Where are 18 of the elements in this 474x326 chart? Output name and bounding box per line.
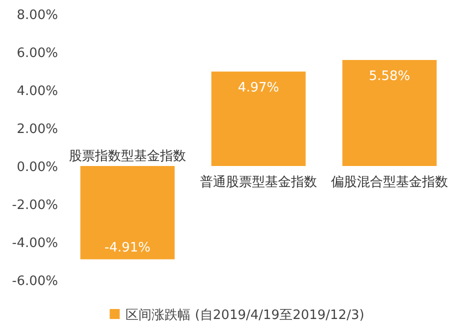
data-label: -4.91% bbox=[104, 240, 150, 256]
x-tick-label: 偏股混合型基金指数 bbox=[331, 175, 448, 190]
y-tick-label: 2.00% bbox=[16, 122, 58, 137]
data-label: 4.97% bbox=[238, 80, 280, 96]
y-tick-label: 8.00% bbox=[16, 8, 58, 23]
x-tick-label: 普通股票型基金指数 bbox=[200, 174, 317, 190]
y-tick-label: 6.00% bbox=[16, 46, 58, 61]
bar bbox=[80, 166, 175, 260]
y-tick-label: -2.00% bbox=[12, 198, 58, 213]
y-tick-label: -4.00% bbox=[12, 236, 58, 251]
y-tick-label: -6.00% bbox=[12, 274, 58, 289]
data-label: 5.58% bbox=[368, 68, 410, 84]
y-tick-label: 0.00% bbox=[16, 160, 58, 175]
x-tick-label: 股票指数型基金指数 bbox=[69, 149, 186, 164]
legend-label: 区间涨跌幅 (自2019/4/19至2019/12/3) bbox=[126, 308, 364, 323]
bar bbox=[211, 72, 306, 166]
y-tick-label: 4.00% bbox=[16, 84, 58, 99]
bar bbox=[342, 60, 437, 166]
